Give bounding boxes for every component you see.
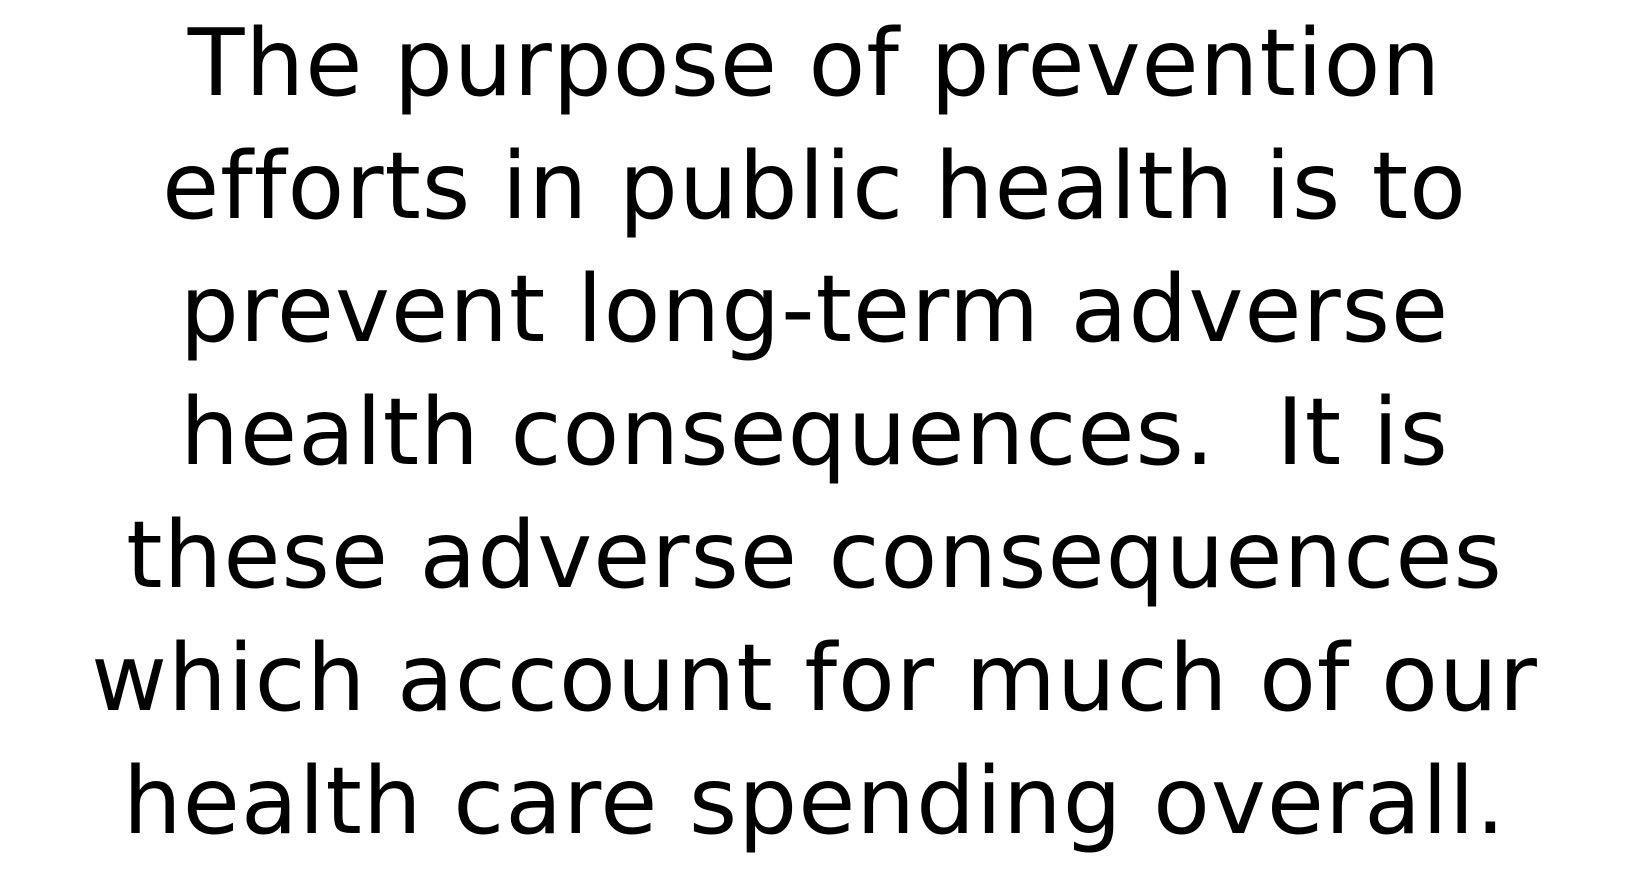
text-line: which account for much of our bbox=[91, 624, 1538, 732]
text-line: health care spending overall. bbox=[122, 747, 1507, 855]
text-line: these adverse consequences bbox=[126, 501, 1503, 609]
text-line: efforts in public health is to bbox=[162, 132, 1467, 240]
text-line: prevent long-term adverse bbox=[179, 255, 1450, 363]
text-line: The purpose of prevention bbox=[187, 9, 1442, 117]
text-line: health consequences. It is bbox=[180, 378, 1449, 486]
